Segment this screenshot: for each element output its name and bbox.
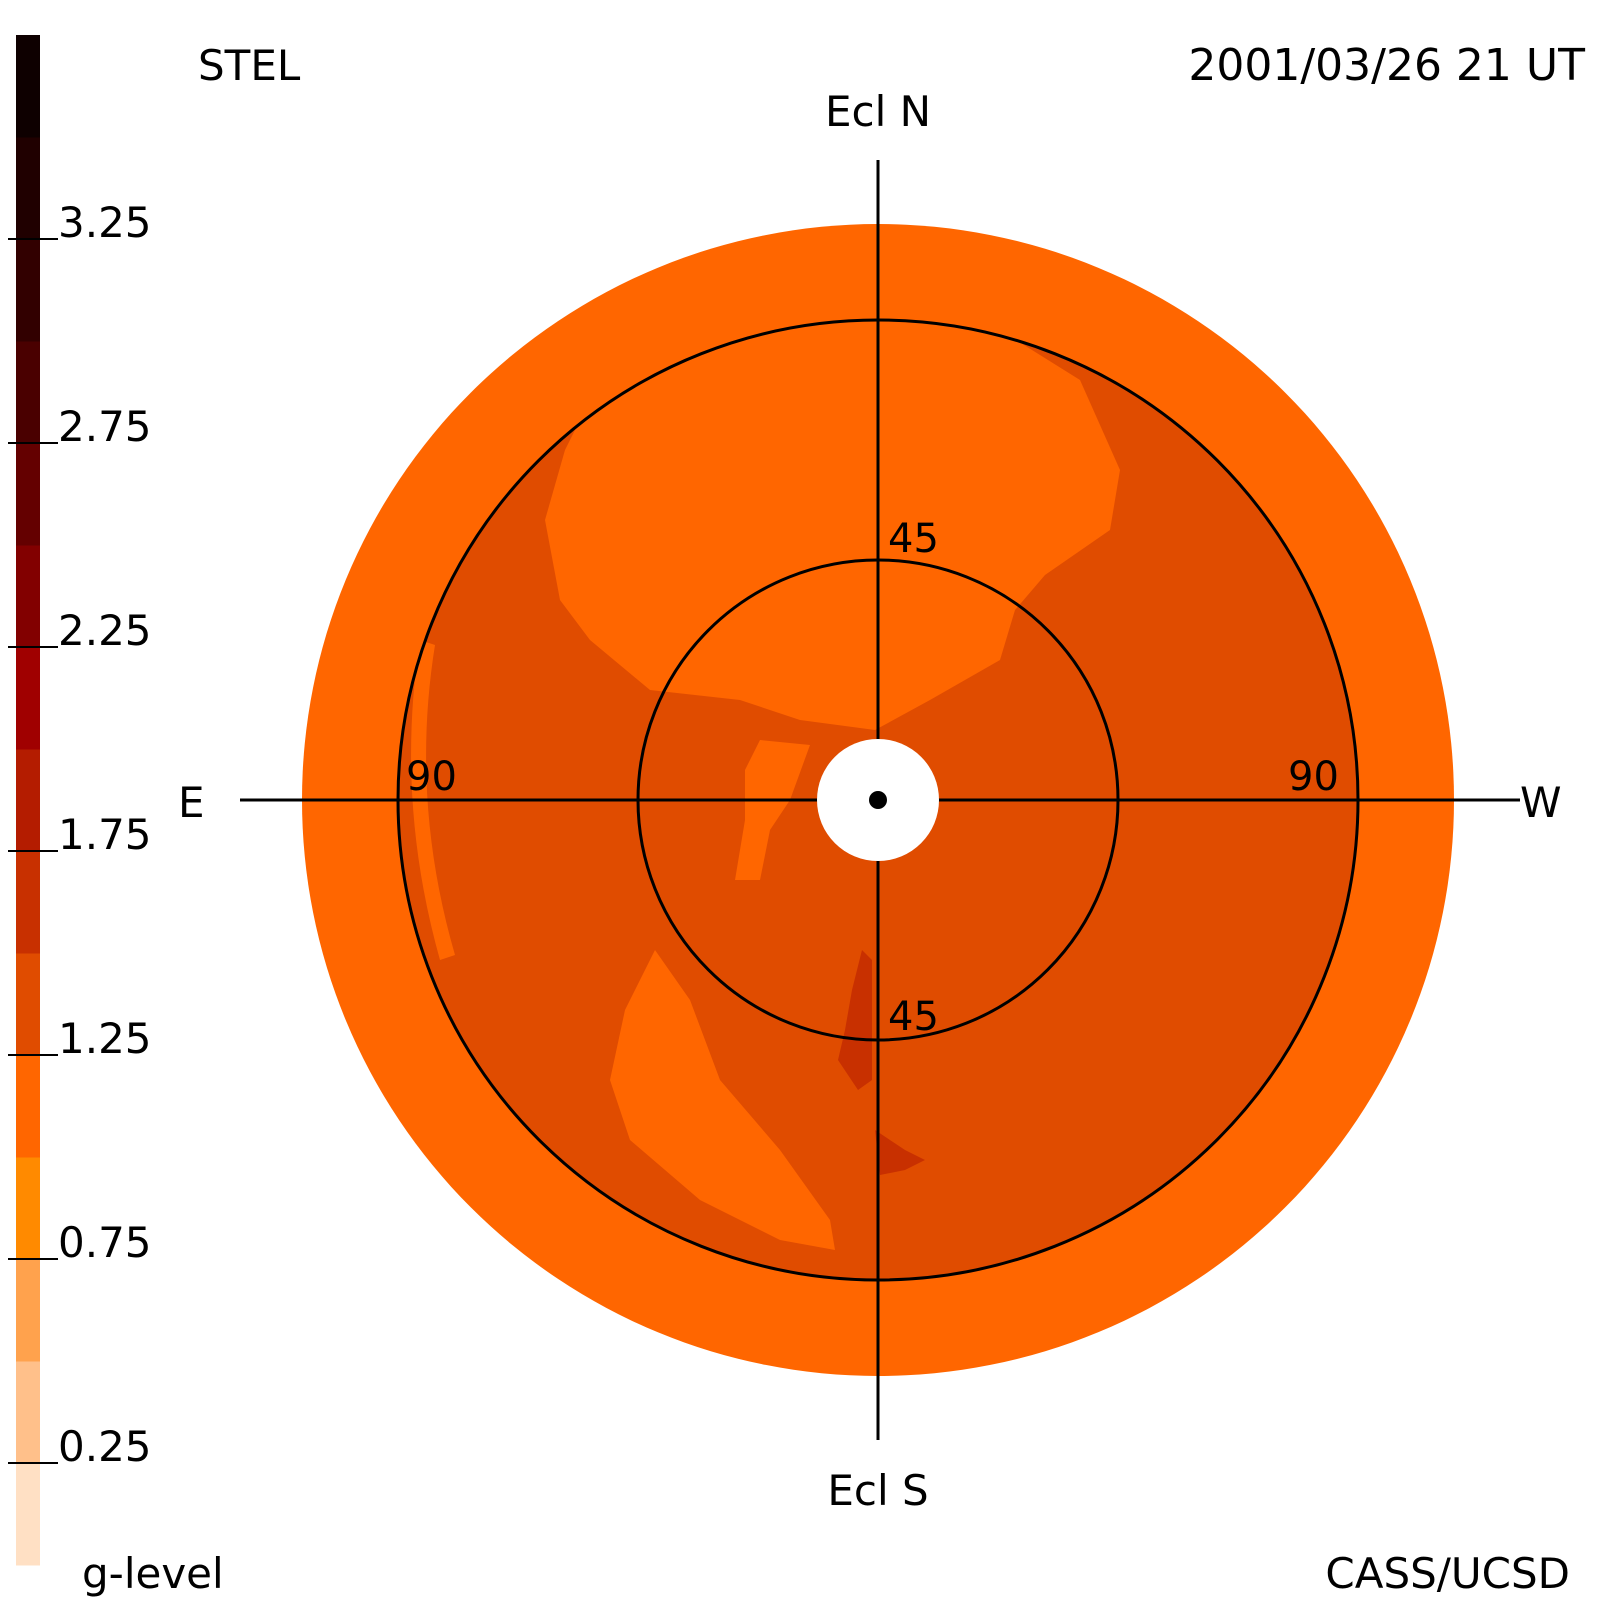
colorbar-band	[16, 341, 40, 444]
colorbar-band	[16, 443, 40, 546]
colorbar-title: g-level	[82, 1549, 224, 1598]
colorbar-band	[16, 545, 40, 648]
ring-label-90-west: 90	[1288, 754, 1339, 800]
ring-label-90-east: 90	[406, 754, 457, 800]
coordinate-overlay	[240, 160, 1520, 1440]
colorbar-band	[16, 239, 40, 342]
sky-region-central-tongue	[735, 740, 810, 880]
colorbar-tick-label: 1.75	[58, 810, 152, 859]
colorbar-band	[16, 1361, 40, 1464]
colorbar-tick-label: 1.25	[58, 1014, 152, 1063]
colorbar-band	[16, 1259, 40, 1362]
colorbar-band	[16, 851, 40, 954]
sky-region-east-band	[411, 640, 455, 960]
colorbar-tick-label: 2.25	[58, 606, 152, 655]
sky-region-southeast-lobe	[610, 950, 835, 1250]
colorbar-band	[16, 1157, 40, 1260]
colorbar-tick-label: 2.75	[58, 402, 152, 451]
south-label: Ecl S	[827, 1466, 928, 1515]
ring-45	[636, 558, 1120, 1042]
colorbar-band	[16, 137, 40, 240]
credit-label: CASS/UCSD	[1325, 1549, 1570, 1598]
sky-region-north-lobe	[545, 320, 1120, 730]
colorbar-tick-label: 3.25	[58, 198, 152, 247]
sky-region-south-enhancement-2	[875, 1130, 925, 1175]
colorbar-tick-label: 0.75	[58, 1218, 152, 1267]
ring-label-45-north: 45	[888, 516, 939, 562]
colorbar-tick-label: 0.25	[58, 1422, 152, 1471]
colorbar-band	[16, 35, 40, 138]
north-label: Ecl N	[825, 87, 931, 136]
colorbar-band	[16, 1055, 40, 1158]
sky-region-south-enhancement	[838, 950, 872, 1090]
datetime-label: 2001/03/26 21 UT	[1188, 40, 1585, 91]
west-label: W	[1520, 778, 1562, 827]
colorbar-band	[16, 1463, 40, 1566]
station-label: STEL	[198, 41, 301, 90]
colorbar-band	[16, 749, 40, 852]
ring-label-45-south: 45	[888, 994, 939, 1040]
colorbar-band	[16, 647, 40, 750]
east-label: E	[178, 778, 205, 827]
sun-center-dot	[869, 791, 887, 809]
ring-90	[396, 318, 1360, 1282]
colorbar: 0.25 0.75 1.25 1.75 2.25 2.75 3.25	[8, 35, 152, 1566]
colorbar-band	[16, 953, 40, 1056]
